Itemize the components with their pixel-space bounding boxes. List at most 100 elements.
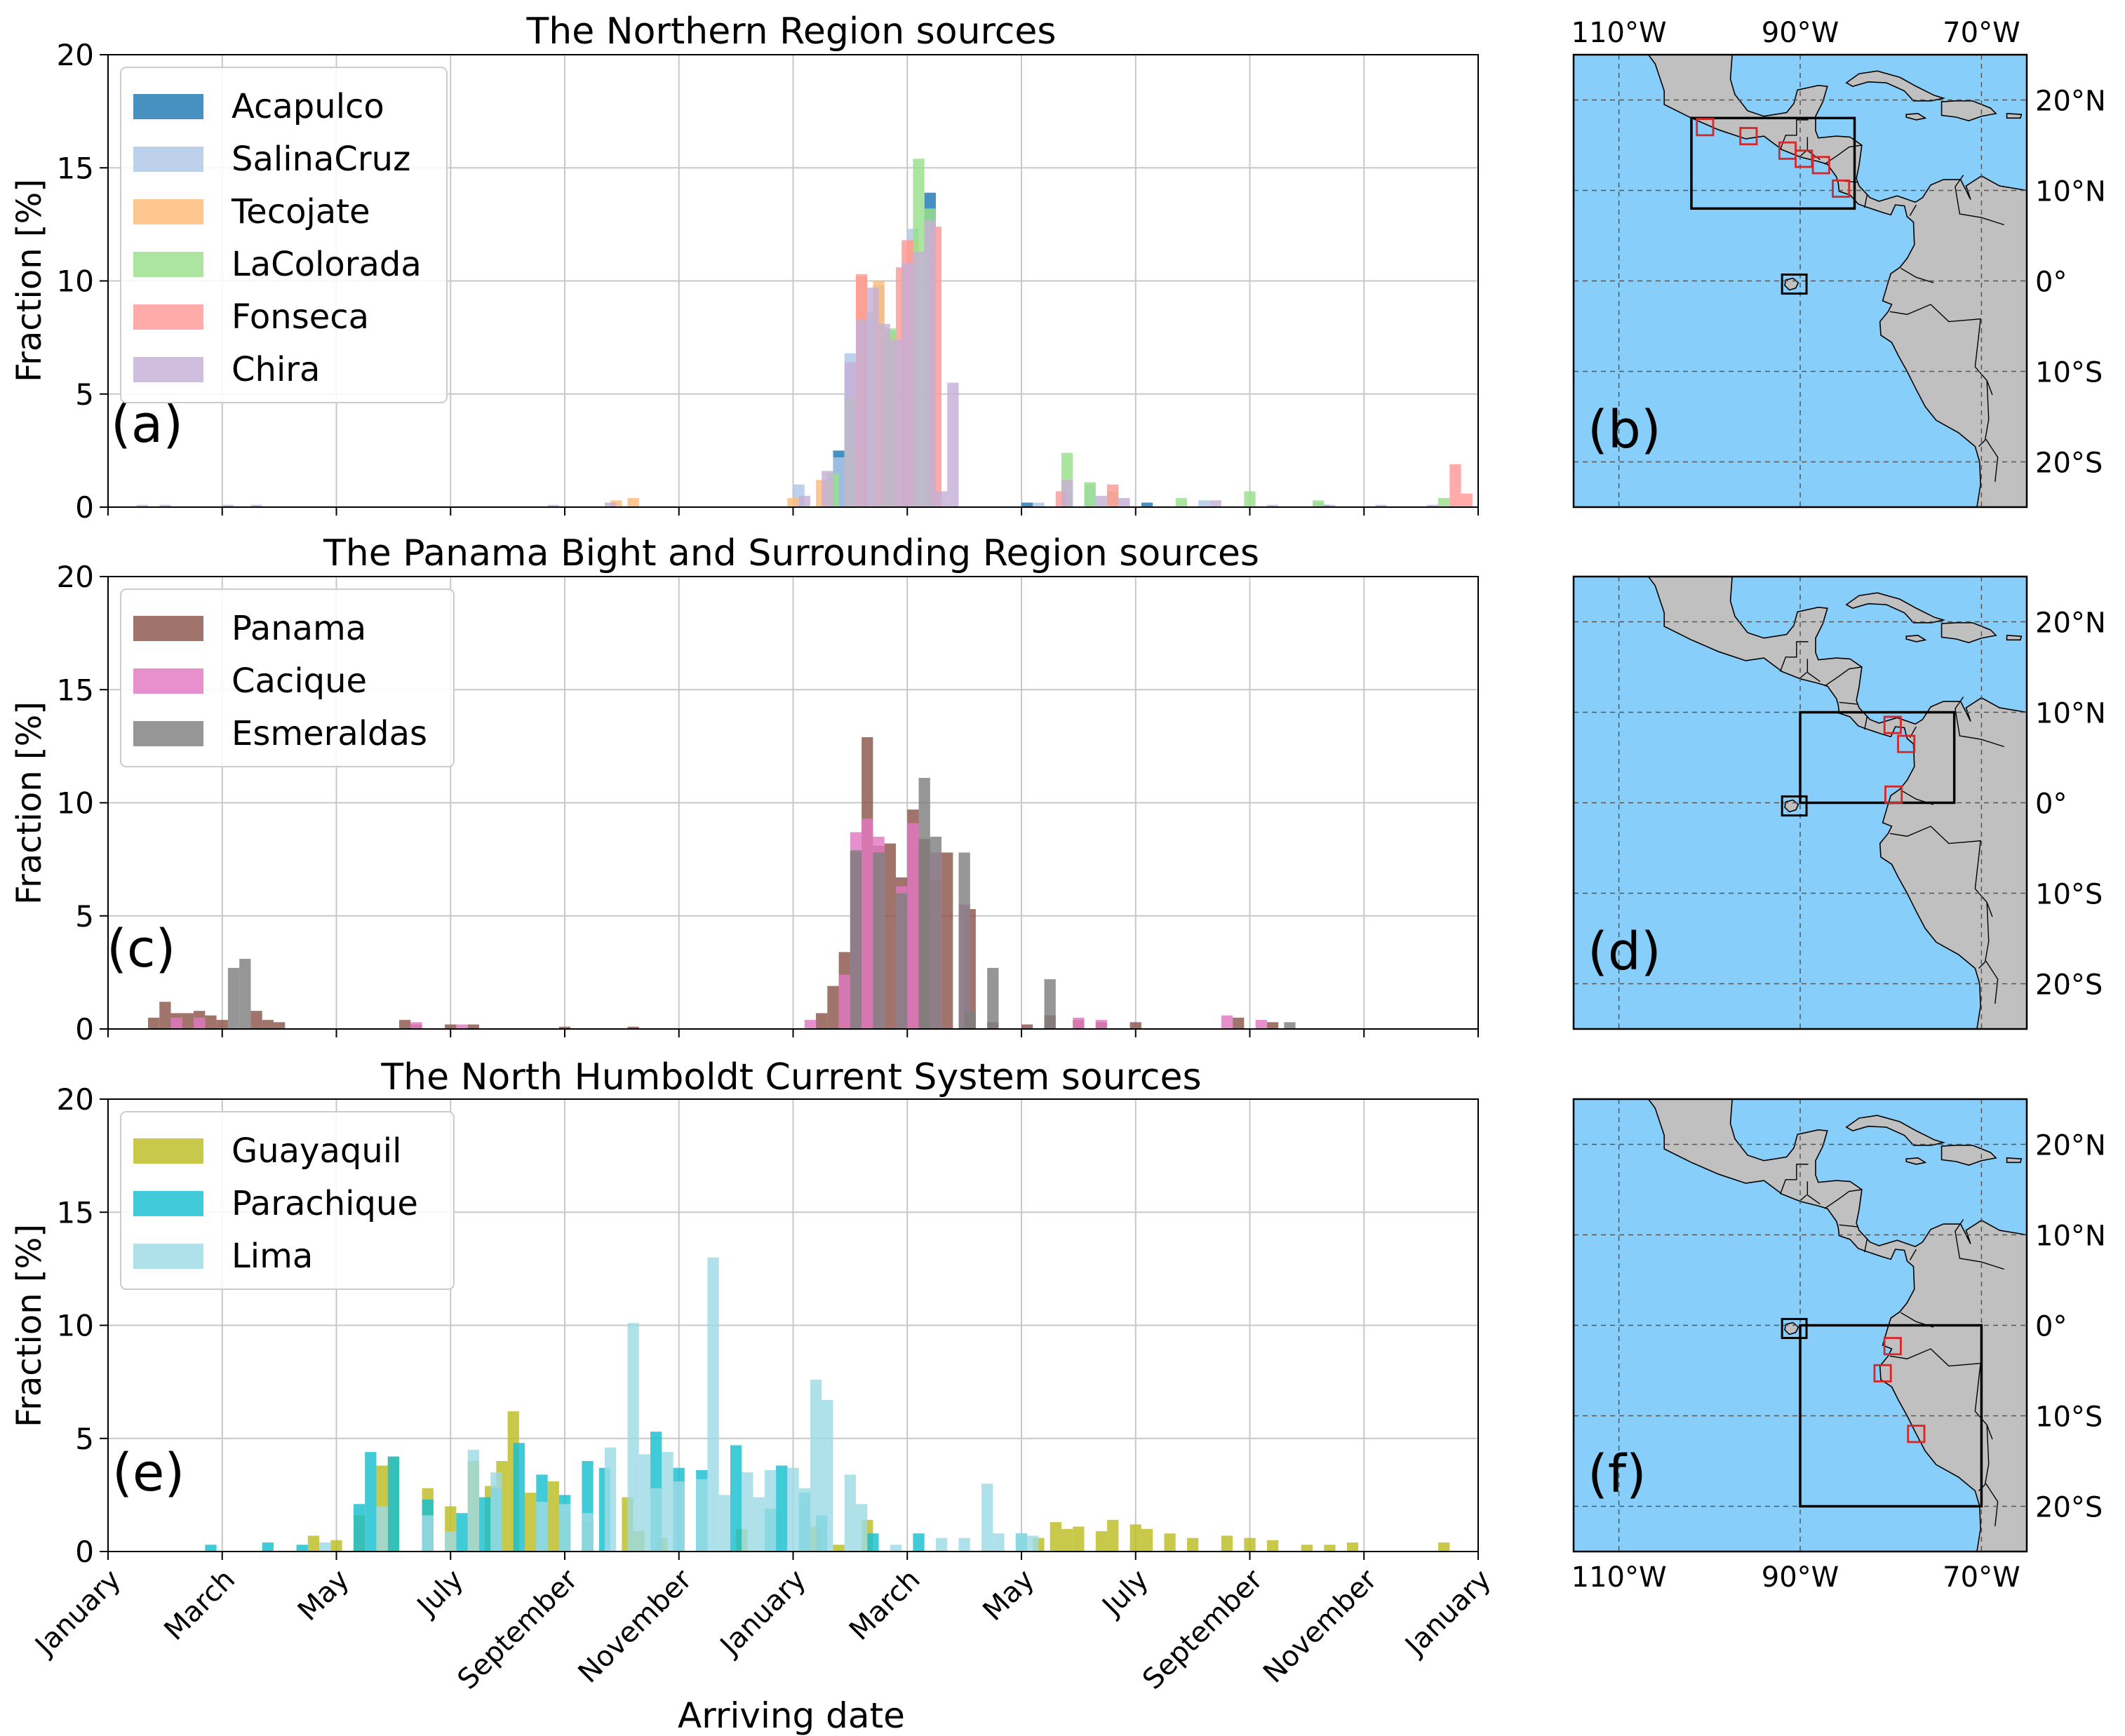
land-jamaica xyxy=(1905,113,1927,121)
panel-a: The Northern Region sources 0 5 10 15 20 Fra… xyxy=(10,11,1479,525)
lat-label: 0° xyxy=(2035,1311,2067,1343)
histogram-bar xyxy=(1015,1533,1028,1552)
histogram-bar xyxy=(895,893,908,1029)
legend-label: Fonseca xyxy=(232,297,369,337)
legend-label: Esmeraldas xyxy=(232,714,427,753)
lat-label: 20°N xyxy=(2035,86,2106,118)
histogram-bar xyxy=(981,1483,993,1552)
histogram-bar xyxy=(776,1465,788,1552)
land-jamaica xyxy=(1905,1157,1927,1165)
land-cuba xyxy=(1845,1115,1946,1146)
histogram-bar xyxy=(1375,504,1387,507)
map-frame xyxy=(1572,1098,2028,1553)
y-tick-label: 20 xyxy=(57,560,94,594)
histogram-bar xyxy=(935,1537,948,1552)
histogram-bar xyxy=(856,1504,868,1552)
histogram-bar xyxy=(1021,502,1033,507)
histogram-bar xyxy=(1033,502,1045,507)
histogram-bar xyxy=(935,491,948,507)
histogram-bar xyxy=(1027,1535,1039,1552)
legend-swatch xyxy=(133,1138,203,1164)
source-box xyxy=(1897,734,1916,753)
histogram-bar xyxy=(718,1495,730,1552)
country-border xyxy=(1909,1249,1917,1260)
map-content xyxy=(1574,55,2027,507)
x-tick-label: July xyxy=(1095,1563,1155,1624)
histogram-bar xyxy=(170,1017,182,1029)
legend-swatch xyxy=(133,199,203,224)
x-tick-label: March xyxy=(843,1563,927,1647)
legend-swatch xyxy=(133,147,203,172)
histogram-bar xyxy=(844,1474,857,1552)
histogram-bar xyxy=(1449,464,1461,507)
source-box xyxy=(1832,179,1851,198)
histogram-bar xyxy=(216,1020,228,1029)
histogram-bar xyxy=(1175,498,1187,507)
x-tick-label: March xyxy=(158,1563,241,1647)
histogram-bar xyxy=(1107,484,1119,507)
land-cuba xyxy=(1845,592,1946,624)
histogram-bar xyxy=(330,1540,342,1552)
histogram-bar xyxy=(638,1454,651,1552)
histogram-bar xyxy=(850,850,862,1029)
histogram-bar xyxy=(227,967,240,1029)
source-box xyxy=(1696,118,1715,137)
histogram-bar xyxy=(159,504,171,507)
country-border xyxy=(1986,902,1993,917)
lat-label: 0° xyxy=(2035,788,2067,821)
y-tick-label: 0 xyxy=(75,1012,94,1047)
histogram-bar xyxy=(1084,482,1096,507)
histogram-bar xyxy=(547,504,559,507)
histogram-bar xyxy=(878,323,890,507)
map-frame xyxy=(1572,53,2028,509)
lat-label: 20°S xyxy=(2035,969,2103,1002)
panel-e-title: The North Humboldt Current System source… xyxy=(380,1056,1201,1098)
map-d: 20°N 10°N 0° 10°S 20°S (d) xyxy=(1572,575,2106,1030)
histogram-bar xyxy=(387,1456,400,1552)
map-f: 20°N 10°N 0° 10°S 20°S 110°W 90°W 70°W (f) xyxy=(1571,1098,2106,1594)
histogram-bar xyxy=(445,1530,457,1552)
lon-label: 90°W xyxy=(1762,17,1839,49)
histogram-bar xyxy=(353,1504,366,1552)
lat-label: 10°N xyxy=(2035,1220,2106,1253)
histogram-bar xyxy=(536,1502,548,1552)
histogram-bar xyxy=(273,1022,286,1029)
panel-e-ylabel: Fraction [%] xyxy=(10,1224,49,1427)
lon-label: 70°W xyxy=(1943,1561,2020,1594)
histogram-bar xyxy=(558,1026,571,1029)
legend-swatch xyxy=(133,252,203,277)
histogram-bar xyxy=(1050,1522,1061,1552)
histogram-bar xyxy=(558,1504,571,1552)
map-panel-label: (f) xyxy=(1588,1444,1647,1505)
histogram-bar xyxy=(798,495,810,507)
histogram-bar xyxy=(901,262,913,507)
histogram-bar xyxy=(867,1533,879,1552)
histogram-bar xyxy=(1346,1542,1359,1552)
histogram-bar xyxy=(1233,1017,1245,1029)
galapagos-box xyxy=(1781,273,1808,295)
panel-c-xticks xyxy=(107,1029,1479,1037)
x-tick-label: July xyxy=(410,1563,470,1624)
legend-label: Tecojate xyxy=(231,192,370,231)
histogram-bar xyxy=(136,504,148,507)
histogram-bar xyxy=(222,504,234,507)
legend-label: Parachique xyxy=(232,1184,418,1223)
histogram-bar xyxy=(1244,1537,1256,1552)
histogram-bar xyxy=(627,1323,639,1552)
histogram-bar xyxy=(422,1515,434,1552)
histogram-bar xyxy=(913,251,925,507)
legend-swatch xyxy=(133,94,203,119)
histogram-bar xyxy=(1313,500,1325,507)
country-border xyxy=(1864,1238,1868,1253)
histogram-bar xyxy=(1461,493,1473,507)
panel-e-label: (e) xyxy=(112,1443,185,1503)
source-box xyxy=(1907,1425,1926,1444)
histogram-bar xyxy=(1107,1519,1119,1552)
histogram-bar xyxy=(1095,1020,1108,1029)
histogram-bar xyxy=(964,1011,976,1029)
country-border xyxy=(1985,960,1999,1004)
histogram-bar xyxy=(918,778,930,1029)
land-hispaniola xyxy=(1940,1144,1997,1166)
legend-label: Chira xyxy=(232,350,320,389)
